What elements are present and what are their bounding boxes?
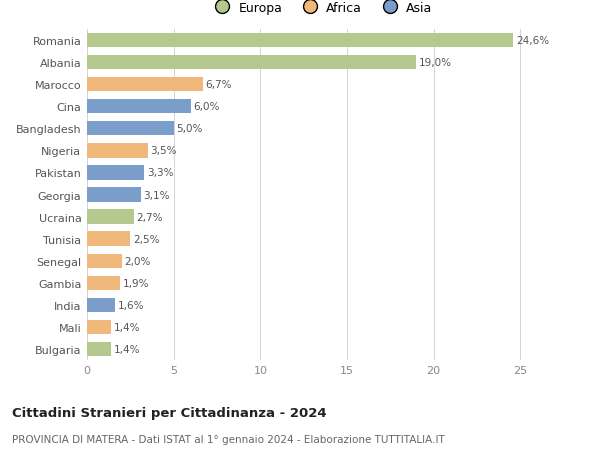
Bar	[87, 320, 111, 335]
Text: 2,7%: 2,7%	[136, 212, 163, 222]
Bar	[87, 122, 173, 136]
Text: 19,0%: 19,0%	[419, 58, 452, 68]
Text: 1,4%: 1,4%	[114, 344, 140, 354]
Bar	[87, 34, 514, 48]
Text: Cittadini Stranieri per Cittadinanza - 2024: Cittadini Stranieri per Cittadinanza - 2…	[12, 406, 326, 419]
Bar	[87, 100, 191, 114]
Bar	[87, 166, 144, 180]
Text: 3,5%: 3,5%	[150, 146, 177, 156]
Bar	[87, 144, 148, 158]
Text: 6,7%: 6,7%	[206, 80, 232, 90]
Text: 3,3%: 3,3%	[147, 168, 173, 178]
Text: 2,5%: 2,5%	[133, 234, 160, 244]
Text: 2,0%: 2,0%	[124, 256, 151, 266]
Bar	[87, 78, 203, 92]
Text: 6,0%: 6,0%	[194, 102, 220, 112]
Bar	[87, 188, 141, 202]
Bar	[87, 276, 120, 291]
Bar	[87, 56, 416, 70]
Text: 1,9%: 1,9%	[122, 278, 149, 288]
Text: 24,6%: 24,6%	[516, 36, 549, 46]
Legend: Europa, Africa, Asia: Europa, Africa, Asia	[208, 0, 434, 17]
Bar	[87, 254, 122, 269]
Text: 1,6%: 1,6%	[118, 300, 144, 310]
Text: 3,1%: 3,1%	[143, 190, 170, 200]
Bar	[87, 232, 130, 246]
Text: 5,0%: 5,0%	[176, 124, 203, 134]
Bar	[87, 298, 115, 313]
Text: PROVINCIA DI MATERA - Dati ISTAT al 1° gennaio 2024 - Elaborazione TUTTITALIA.IT: PROVINCIA DI MATERA - Dati ISTAT al 1° g…	[12, 434, 445, 444]
Text: 1,4%: 1,4%	[114, 322, 140, 332]
Bar	[87, 342, 111, 357]
Bar	[87, 210, 134, 224]
